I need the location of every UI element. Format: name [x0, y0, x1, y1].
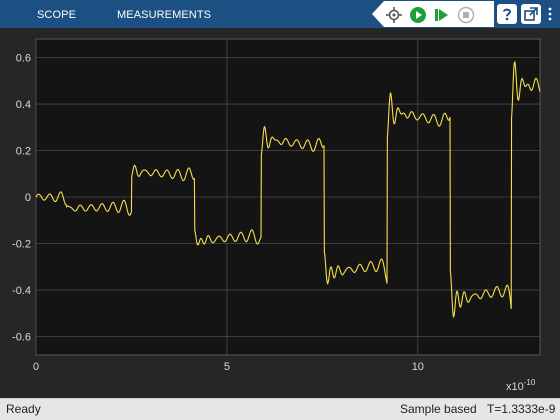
- status-bar: Ready Sample based T=1.3333e-9: [0, 398, 560, 420]
- status-ready: Ready: [6, 402, 41, 416]
- axis-ticks: 0.6 0.4 0.2 0 -0.2 -0.4 -0.6 0 5 10: [12, 53, 424, 373]
- stop-button[interactable]: [456, 5, 476, 25]
- step-forward-icon: [435, 9, 448, 21]
- scope-plot[interactable]: 0.6 0.4 0.2 0 -0.2 -0.4 -0.6 0 5 10 x10-10: [0, 28, 560, 398]
- status-sample-mode: Sample based: [400, 402, 477, 416]
- help-icon: [503, 8, 512, 21]
- x-tick-label: 0: [33, 361, 39, 373]
- signal-cursor-button[interactable]: [384, 5, 404, 25]
- help-button[interactable]: [497, 4, 517, 24]
- toolstrip: SCOPE MEASUREMENTS: [0, 0, 560, 28]
- run-icon: [410, 7, 426, 23]
- simulation-controls: [372, 1, 494, 27]
- status-time: T=1.3333e-9: [487, 402, 556, 416]
- x-axis-exponent: x10-10: [506, 378, 536, 393]
- stop-icon: [457, 6, 475, 24]
- tab-measurements[interactable]: MEASUREMENTS: [117, 9, 212, 21]
- y-tick-label: 0.4: [16, 99, 31, 111]
- y-tick-label: -0.6: [12, 331, 31, 343]
- scope-display[interactable]: 0.6 0.4 0.2 0 -0.2 -0.4 -0.6 0 5 10 x10-10: [0, 28, 560, 398]
- more-icon: [548, 7, 552, 21]
- y-tick-label: 0.6: [16, 53, 31, 65]
- signal-trace: [35, 60, 541, 319]
- y-tick-label: 0: [25, 192, 31, 204]
- signal-cursor-icon: [386, 7, 402, 23]
- more-options-button[interactable]: [545, 6, 555, 22]
- run-button[interactable]: [408, 5, 428, 25]
- undock-icon: [524, 7, 538, 21]
- step-forward-button[interactable]: [432, 5, 452, 25]
- x-tick-label: 5: [224, 361, 230, 373]
- y-tick-label: -0.4: [12, 285, 31, 297]
- y-tick-label: 0.2: [16, 146, 31, 158]
- tab-scope[interactable]: SCOPE: [37, 9, 77, 21]
- y-tick-label: -0.2: [12, 238, 31, 250]
- undock-button[interactable]: [521, 4, 541, 24]
- plot-grid: [35, 39, 540, 355]
- x-tick-label: 10: [412, 361, 424, 373]
